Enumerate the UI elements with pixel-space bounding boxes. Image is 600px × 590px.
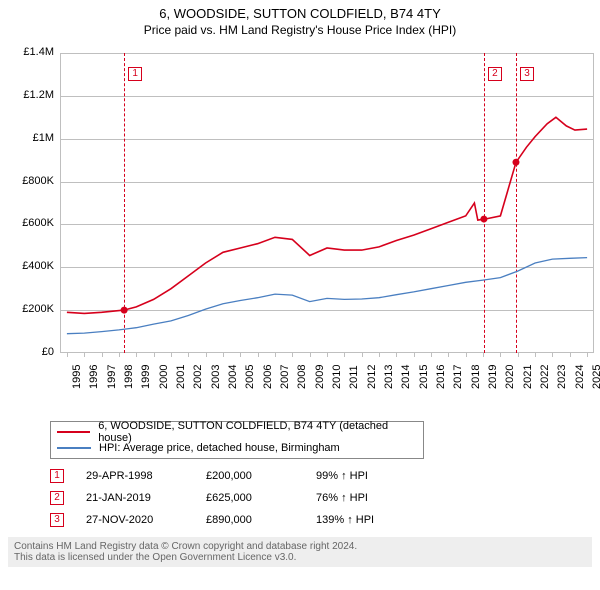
x-tick-label: 2025 bbox=[591, 365, 600, 389]
footnote-line: This data is licensed under the Open Gov… bbox=[14, 552, 586, 563]
x-tick-label: 2010 bbox=[331, 365, 343, 389]
x-tick-label: 2022 bbox=[539, 365, 551, 389]
legend-label: 6, WOODSIDE, SUTTON COLDFIELD, B74 4TY (… bbox=[98, 420, 417, 444]
x-tick-label: 2008 bbox=[296, 365, 308, 389]
x-tick-label: 2004 bbox=[227, 365, 239, 389]
x-tick-label: 2018 bbox=[470, 365, 482, 389]
x-tick-label: 2002 bbox=[192, 365, 204, 389]
event-marker: 2 bbox=[50, 491, 64, 505]
event-price: £625,000 bbox=[206, 492, 316, 504]
x-tick-label: 2005 bbox=[244, 365, 256, 389]
x-tick-label: 2009 bbox=[314, 365, 326, 389]
event-date: 27-NOV-2020 bbox=[86, 514, 206, 526]
x-tick-label: 2001 bbox=[175, 365, 187, 389]
legend-box: 6, WOODSIDE, SUTTON COLDFIELD, B74 4TY (… bbox=[50, 421, 424, 459]
x-tick-label: 1995 bbox=[71, 365, 83, 389]
x-tick-label: 2021 bbox=[522, 365, 534, 389]
event-list: 1 29-APR-1998£200,00099% ↑ HPI 2 21-JAN-201… bbox=[50, 465, 592, 531]
legend-label: HPI: Average price, detached house, Birm… bbox=[99, 442, 340, 454]
chart-title: 6, WOODSIDE, SUTTON COLDFIELD, B74 4TY bbox=[8, 6, 592, 21]
x-tick-label: 1997 bbox=[106, 365, 118, 389]
x-tick-label: 2017 bbox=[452, 365, 464, 389]
event-row: 3 27-NOV-2020£890,000139% ↑ HPI bbox=[50, 509, 592, 531]
x-tick-label: 2012 bbox=[366, 365, 378, 389]
event-row: 2 21-JAN-2019£625,00076% ↑ HPI bbox=[50, 487, 592, 509]
x-tick-label: 2016 bbox=[435, 365, 447, 389]
x-tick-label: 2007 bbox=[279, 365, 291, 389]
chart-subtitle: Price paid vs. HM Land Registry's House … bbox=[8, 23, 592, 37]
event-price: £200,000 bbox=[206, 470, 316, 482]
legend-swatch bbox=[57, 431, 90, 433]
event-marker: 1 bbox=[50, 469, 64, 483]
event-marker: 3 bbox=[50, 513, 64, 527]
series-price_paid bbox=[67, 117, 587, 313]
series-hpi bbox=[67, 258, 587, 334]
x-tick-label: 2003 bbox=[210, 365, 222, 389]
x-tick-label: 1999 bbox=[140, 365, 152, 389]
x-tick-label: 2023 bbox=[556, 365, 568, 389]
event-pct: 99% ↑ HPI bbox=[316, 470, 368, 482]
x-tick-label: 2015 bbox=[418, 365, 430, 389]
event-pct: 76% ↑ HPI bbox=[316, 492, 368, 504]
x-tick-label: 1996 bbox=[88, 365, 100, 389]
chart-plot-region: £0£200K£400K£600K£800K£1M£1.2M£1.4M19951… bbox=[8, 43, 592, 415]
footnote-box: Contains HM Land Registry data © Crown c… bbox=[8, 537, 592, 567]
sale-dot bbox=[121, 307, 128, 314]
x-tick-label: 2011 bbox=[348, 365, 360, 389]
x-tick-label: 1998 bbox=[123, 365, 135, 389]
event-date: 21-JAN-2019 bbox=[86, 492, 206, 504]
footnote-line: Contains HM Land Registry data © Crown c… bbox=[14, 541, 586, 552]
event-pct: 139% ↑ HPI bbox=[316, 514, 374, 526]
sale-dot bbox=[480, 216, 487, 223]
x-tick-label: 2019 bbox=[487, 365, 499, 389]
chart-svg bbox=[8, 43, 596, 355]
x-tick-label: 2006 bbox=[262, 365, 274, 389]
legend-swatch bbox=[57, 447, 91, 449]
event-price: £890,000 bbox=[206, 514, 316, 526]
sale-dot bbox=[512, 159, 519, 166]
chart-container: 6, WOODSIDE, SUTTON COLDFIELD, B74 4TY P… bbox=[0, 0, 600, 590]
x-tick-label: 2013 bbox=[383, 365, 395, 389]
x-tick-label: 2000 bbox=[158, 365, 170, 389]
legend-item: 6, WOODSIDE, SUTTON COLDFIELD, B74 4TY (… bbox=[57, 424, 417, 440]
event-row: 1 29-APR-1998£200,00099% ↑ HPI bbox=[50, 465, 592, 487]
event-date: 29-APR-1998 bbox=[86, 470, 206, 482]
x-tick-label: 2014 bbox=[400, 365, 412, 389]
x-tick-label: 2020 bbox=[504, 365, 516, 389]
x-tick-label: 2024 bbox=[574, 365, 586, 389]
